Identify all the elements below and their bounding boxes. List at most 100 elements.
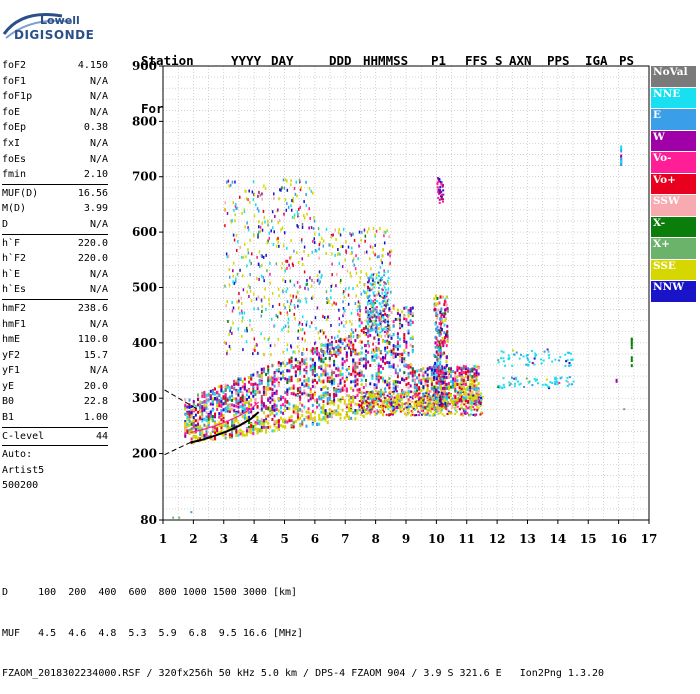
echo-point bbox=[312, 239, 314, 243]
echo-point bbox=[620, 161, 623, 165]
echo-point bbox=[268, 298, 270, 302]
echo-point bbox=[388, 401, 391, 404]
echo-point bbox=[286, 202, 288, 206]
echo-point bbox=[347, 409, 350, 413]
echo-point bbox=[256, 421, 259, 425]
echo-point bbox=[339, 388, 342, 392]
echo-point bbox=[475, 388, 478, 392]
echo-point bbox=[407, 364, 410, 368]
param-key: yE bbox=[2, 380, 15, 392]
echo-point bbox=[384, 353, 387, 357]
echo-point bbox=[443, 303, 446, 307]
echo-point bbox=[370, 299, 373, 302]
echo-point bbox=[445, 372, 448, 376]
echo-point bbox=[379, 331, 382, 334]
echo-point bbox=[387, 335, 389, 339]
echo-point bbox=[409, 384, 412, 388]
echo-point bbox=[222, 402, 225, 406]
echo-point bbox=[379, 357, 382, 361]
echo-point bbox=[330, 340, 333, 344]
echo-point bbox=[356, 361, 359, 365]
echo-point bbox=[270, 317, 273, 321]
echo-point bbox=[305, 300, 308, 304]
echo-point bbox=[338, 323, 341, 327]
echo-point bbox=[422, 392, 425, 396]
echo-point bbox=[389, 391, 392, 394]
echo-point bbox=[345, 353, 348, 357]
echo-point bbox=[390, 365, 393, 369]
echo-point bbox=[256, 427, 259, 431]
echo-point bbox=[296, 280, 299, 284]
echo-point bbox=[235, 397, 238, 401]
echo-point bbox=[470, 398, 473, 401]
echo-point bbox=[256, 418, 259, 422]
echo-point bbox=[371, 279, 374, 282]
echo-point bbox=[342, 227, 345, 231]
echo-point bbox=[390, 311, 393, 315]
echo-point bbox=[254, 348, 256, 352]
echo-point bbox=[458, 373, 461, 377]
echo-point bbox=[433, 376, 436, 380]
echo-point bbox=[451, 397, 454, 400]
echo-point bbox=[316, 398, 319, 402]
echo-point bbox=[383, 304, 386, 307]
echo-point bbox=[444, 402, 447, 406]
echo-point bbox=[281, 186, 283, 190]
echo-point bbox=[356, 393, 359, 397]
echo-point bbox=[288, 358, 291, 362]
echo-point bbox=[371, 376, 374, 380]
echo-point bbox=[570, 358, 573, 361]
echo-point bbox=[385, 307, 388, 310]
echo-point bbox=[220, 413, 223, 417]
echo-point bbox=[248, 259, 251, 263]
echo-point bbox=[379, 410, 382, 414]
echo-point bbox=[299, 188, 302, 192]
echo-point bbox=[301, 322, 304, 326]
echo-point bbox=[236, 272, 239, 276]
echo-point bbox=[475, 394, 478, 398]
echo-point bbox=[437, 196, 440, 199]
param-row-mufd: MUF(D) 16.56 bbox=[2, 186, 108, 202]
echo-point bbox=[437, 329, 440, 333]
echo-point bbox=[277, 420, 280, 424]
echo-point bbox=[377, 281, 380, 284]
echo-point bbox=[255, 343, 258, 347]
echo-point bbox=[273, 384, 276, 388]
echo-point bbox=[371, 324, 374, 327]
echo-point bbox=[376, 394, 379, 397]
echo-point bbox=[443, 399, 446, 402]
echo-point bbox=[403, 317, 406, 321]
echo-point bbox=[378, 316, 380, 320]
echo-point bbox=[247, 228, 250, 232]
echo-point bbox=[299, 407, 302, 411]
echo-point bbox=[399, 368, 402, 372]
echo-point bbox=[462, 366, 465, 370]
echo-point bbox=[309, 390, 312, 394]
echo-point bbox=[517, 380, 520, 383]
echo-point bbox=[347, 343, 350, 347]
echo-point bbox=[251, 190, 254, 194]
echo-point bbox=[305, 297, 307, 301]
echo-point bbox=[252, 348, 255, 352]
echo-point bbox=[458, 382, 461, 386]
echo-point bbox=[186, 418, 189, 422]
echo-point bbox=[328, 343, 331, 347]
echo-point bbox=[465, 405, 468, 408]
echo-point bbox=[378, 320, 381, 324]
echo-point bbox=[249, 319, 251, 323]
echo-point bbox=[275, 389, 278, 393]
echo-point bbox=[280, 228, 282, 232]
echo-point bbox=[442, 295, 445, 299]
echo-point bbox=[237, 410, 240, 414]
echo-point bbox=[554, 383, 557, 386]
echo-point bbox=[255, 203, 257, 207]
param-row-fof1: foF1 N/A bbox=[2, 74, 108, 90]
echo-point bbox=[383, 326, 386, 330]
echo-point bbox=[311, 349, 313, 353]
echo-point bbox=[392, 363, 395, 367]
echo-point bbox=[201, 391, 204, 395]
echo-point bbox=[294, 419, 297, 423]
echo-point bbox=[428, 414, 431, 417]
echo-point bbox=[435, 377, 438, 381]
echo-point bbox=[324, 418, 327, 422]
